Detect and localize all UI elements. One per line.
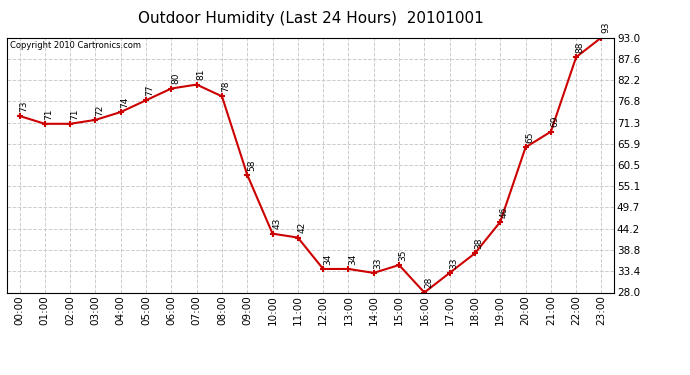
Text: 80: 80 [171, 73, 180, 84]
Text: 73: 73 [19, 100, 28, 112]
Text: 35: 35 [399, 249, 408, 261]
Text: 65: 65 [525, 132, 534, 143]
Text: 38: 38 [475, 238, 484, 249]
Text: 34: 34 [348, 254, 357, 265]
Text: 34: 34 [323, 254, 332, 265]
Text: 42: 42 [297, 222, 306, 233]
Text: 28: 28 [424, 277, 433, 288]
Text: 93: 93 [601, 22, 610, 33]
Text: 71: 71 [45, 108, 54, 120]
Text: 33: 33 [373, 257, 382, 269]
Text: Outdoor Humidity (Last 24 Hours)  20101001: Outdoor Humidity (Last 24 Hours) 2010100… [137, 11, 484, 26]
Text: 81: 81 [197, 69, 206, 80]
Text: 78: 78 [221, 81, 230, 92]
Text: Copyright 2010 Cartronics.com: Copyright 2010 Cartronics.com [10, 41, 141, 50]
Text: 58: 58 [247, 159, 256, 171]
Text: 77: 77 [146, 85, 155, 96]
Text: 74: 74 [121, 96, 130, 108]
Text: 71: 71 [70, 108, 79, 120]
Text: 43: 43 [273, 218, 282, 229]
Text: 69: 69 [551, 116, 560, 128]
Text: 46: 46 [500, 206, 509, 218]
Text: 72: 72 [95, 104, 104, 116]
Text: 33: 33 [449, 257, 458, 269]
Text: 88: 88 [576, 42, 585, 53]
